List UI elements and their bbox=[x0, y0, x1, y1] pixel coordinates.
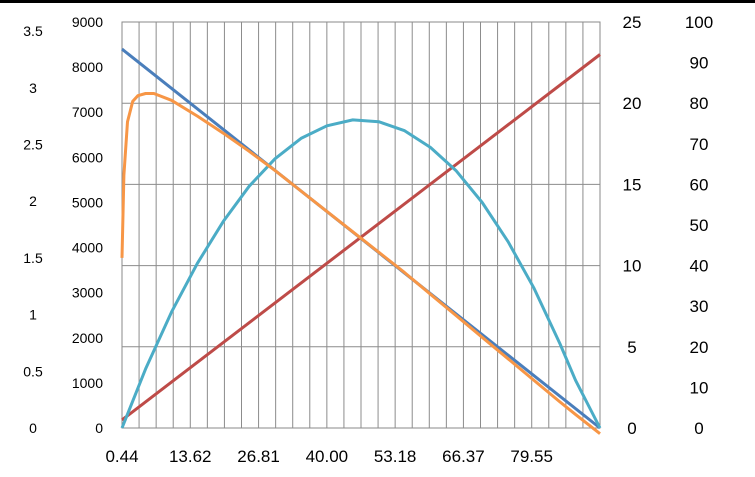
right-inner-tick-label: 15 bbox=[623, 175, 642, 194]
grid-layer bbox=[122, 22, 600, 428]
right-outer-tick-label: 40 bbox=[690, 257, 709, 276]
right-outer-tick-label: 60 bbox=[690, 175, 709, 194]
x-tick-label: 40.00 bbox=[306, 447, 349, 466]
left-inner-tick-label: 8000 bbox=[72, 59, 103, 75]
x-tick-label: 26.81 bbox=[237, 447, 280, 466]
right-outer-tick-label: 10 bbox=[690, 378, 709, 397]
left-outer-tick-label: 2 bbox=[29, 193, 37, 209]
left-outer-tick-label: 0.5 bbox=[23, 363, 43, 379]
x-tick-label: 53.18 bbox=[374, 447, 417, 466]
right-inner-tick-label: 20 bbox=[623, 94, 642, 113]
left-outer-tick-label: 1 bbox=[29, 307, 37, 323]
left-inner-tick-label: 2000 bbox=[72, 330, 103, 346]
left-inner-tick-label: 5000 bbox=[72, 194, 103, 210]
right-outer-tick-label: 70 bbox=[690, 135, 709, 154]
left-outer-tick-label: 3.5 bbox=[23, 23, 43, 39]
x-tick-label: 66.37 bbox=[442, 447, 485, 466]
x-tick-label: 79.55 bbox=[510, 447, 553, 466]
left-outer-tick-label: 1.5 bbox=[23, 250, 43, 266]
left-inner-tick-label: 1000 bbox=[72, 375, 103, 391]
series-line-4 bbox=[120, 92, 601, 435]
right-inner-tick-label: 0 bbox=[627, 419, 636, 438]
right-outer-tick-label: 0 bbox=[694, 419, 703, 438]
right-outer-tick-label: 30 bbox=[690, 297, 709, 316]
left-inner-tick-label: 6000 bbox=[72, 149, 103, 165]
left-outer-tick-label: 3 bbox=[29, 80, 37, 96]
right-inner-tick-label: 5 bbox=[627, 338, 636, 357]
x-tick-label: 0.44 bbox=[105, 447, 138, 466]
left-outer-tick-label: 0 bbox=[29, 420, 37, 436]
series-layer bbox=[120, 47, 602, 435]
left-outer-tick-label: 2.5 bbox=[23, 137, 43, 153]
right-outer-tick-label: 90 bbox=[690, 54, 709, 73]
left-inner-tick-label: 4000 bbox=[72, 240, 103, 256]
right-outer-tick-label: 80 bbox=[690, 94, 709, 113]
left-inner-tick-label: 9000 bbox=[72, 14, 103, 30]
left-inner-tick-label: 3000 bbox=[72, 285, 103, 301]
right-outer-tick-label: 20 bbox=[690, 338, 709, 357]
x-tick-label: 13.62 bbox=[169, 447, 212, 466]
left-inner-tick-label: 7000 bbox=[72, 104, 103, 120]
tick-labels: 00.511.522.533.5010002000300040005000600… bbox=[23, 13, 713, 466]
series-line-3 bbox=[120, 118, 602, 429]
left-inner-tick-label: 0 bbox=[95, 420, 103, 436]
right-outer-tick-label: 100 bbox=[685, 13, 713, 32]
right-inner-tick-label: 10 bbox=[623, 257, 642, 276]
right-inner-tick-label: 25 bbox=[623, 13, 642, 32]
right-outer-tick-label: 50 bbox=[690, 216, 709, 235]
